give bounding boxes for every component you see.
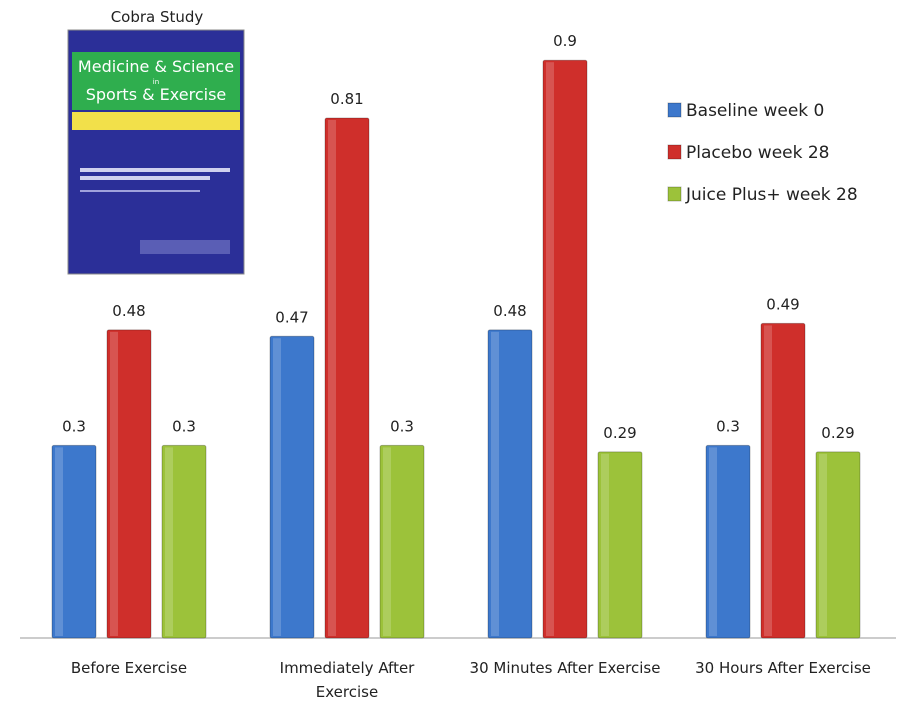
data-label: 0.48 xyxy=(493,302,526,320)
cover-strip xyxy=(72,112,240,130)
bar-highlight xyxy=(819,453,827,636)
data-label: 0.48 xyxy=(112,302,145,320)
bar xyxy=(379,444,425,639)
bar-highlight xyxy=(165,447,173,636)
bar xyxy=(51,444,97,639)
bar-highlight xyxy=(764,325,772,636)
cover-band xyxy=(72,52,240,110)
data-label: 0.3 xyxy=(716,417,740,435)
x-tick-label: 30 Hours After Exercise xyxy=(695,659,871,677)
x-tick-label: 30 Minutes After Exercise xyxy=(469,659,661,677)
bar-highlight xyxy=(546,62,554,636)
cover-title: in xyxy=(153,78,159,86)
bar-highlight xyxy=(491,331,499,636)
journal-cover: Medicine & Science in Sports & Exercise xyxy=(67,29,245,275)
x-tick-label: Immediately After Exercise xyxy=(279,659,415,701)
bar xyxy=(542,59,588,639)
bar xyxy=(705,444,751,639)
data-label: 0.81 xyxy=(330,90,363,108)
bar xyxy=(760,322,806,639)
legend-label: Juice Plus+ week 28 xyxy=(685,185,858,205)
cover-text-line xyxy=(80,168,230,172)
data-label: 0.3 xyxy=(172,417,196,435)
data-label: 0.3 xyxy=(390,417,414,435)
legend-swatch xyxy=(667,186,682,202)
legend-label: Baseline week 0 xyxy=(686,101,824,121)
image-caption: Cobra Study xyxy=(111,8,204,26)
bar-highlight xyxy=(709,447,717,636)
data-label: 0.29 xyxy=(821,424,854,442)
bar-highlight xyxy=(110,331,118,636)
bar xyxy=(597,451,643,639)
bar xyxy=(161,444,207,639)
bar-highlight xyxy=(383,447,391,636)
bar-highlight xyxy=(601,453,609,636)
cover-logo xyxy=(140,240,230,254)
legend-swatch xyxy=(667,144,682,160)
data-label: 0.3 xyxy=(62,417,86,435)
data-label: 0.47 xyxy=(275,308,308,326)
cover-title: Medicine & Science xyxy=(78,57,234,76)
bar xyxy=(269,335,315,639)
bar xyxy=(487,329,533,639)
bar xyxy=(815,451,861,639)
cover-title: Sports & Exercise xyxy=(86,85,227,104)
legend-label: Placebo week 28 xyxy=(686,143,830,163)
bar-highlight xyxy=(328,119,336,637)
bar-highlight xyxy=(55,447,63,636)
cover-text-line xyxy=(80,190,200,192)
bar xyxy=(324,117,370,639)
data-label: 0.29 xyxy=(603,424,636,442)
x-tick-label: Before Exercise xyxy=(70,659,188,677)
legend-swatch xyxy=(667,102,682,118)
bar-highlight xyxy=(273,338,281,636)
cover-text-line xyxy=(80,176,210,180)
bar xyxy=(106,329,152,639)
data-label: 0.49 xyxy=(766,295,799,313)
data-label: 0.9 xyxy=(553,32,577,50)
